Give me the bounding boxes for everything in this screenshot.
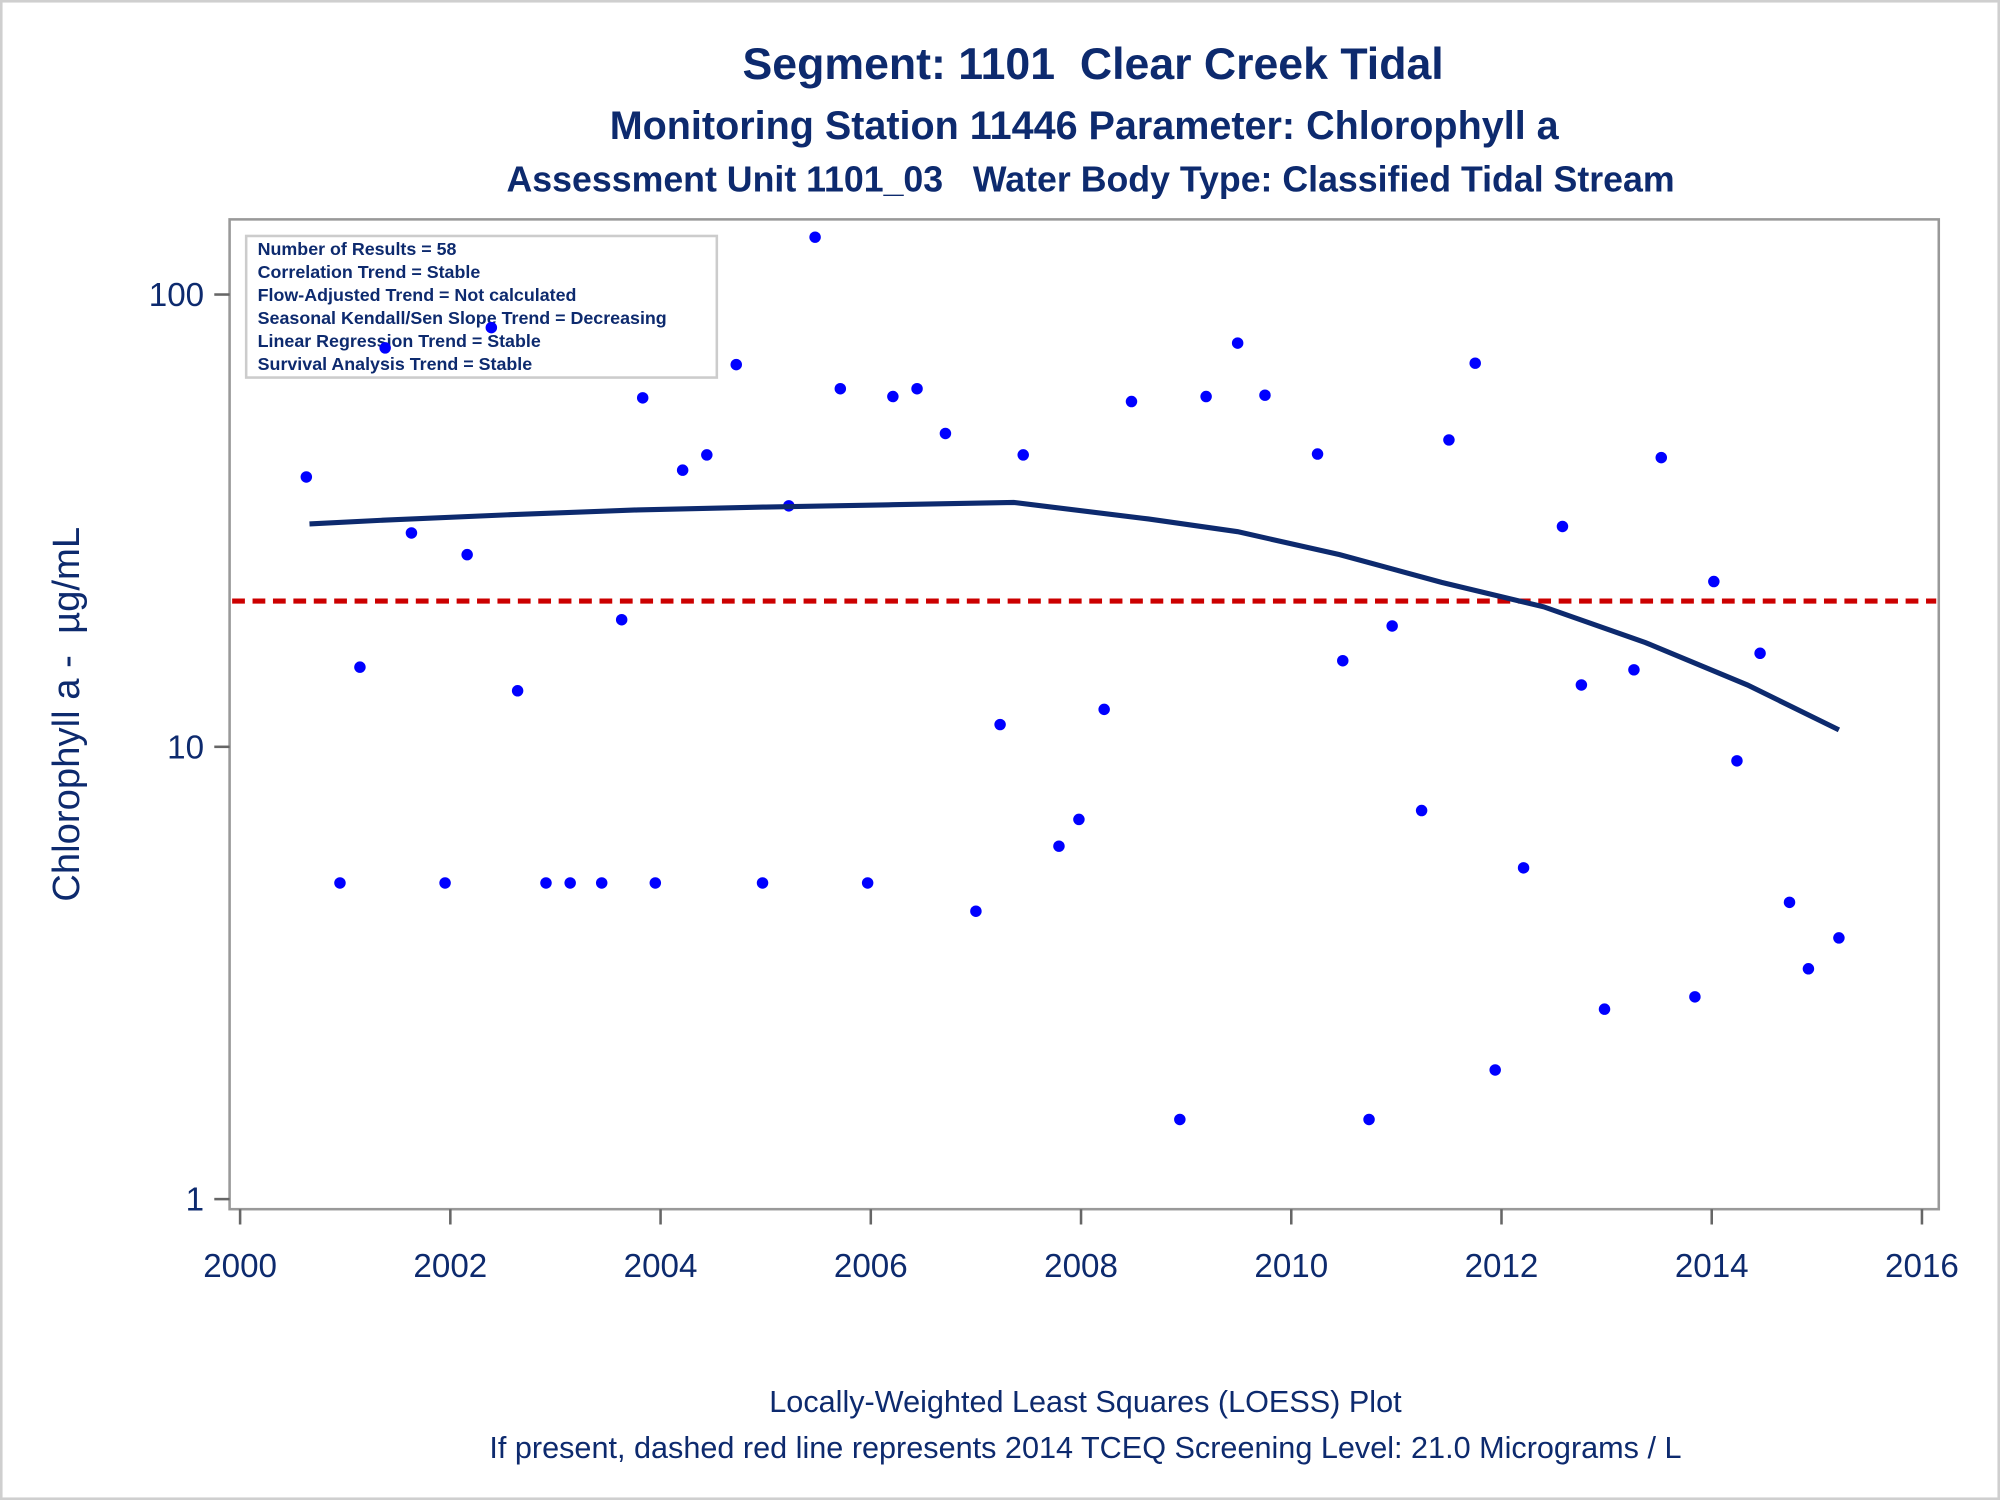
data-point (1655, 451, 1668, 464)
data-point (354, 661, 366, 673)
data-point (1231, 337, 1244, 349)
data-point (564, 877, 576, 889)
stats-line: Number of Results = 58 (258, 239, 457, 259)
y-tick-label: 1 (186, 1182, 204, 1219)
data-point (485, 321, 498, 334)
data-point (1489, 1064, 1501, 1076)
x-tick-label: 2012 (1465, 1248, 1539, 1285)
data-point (649, 877, 662, 889)
x-tick-label: 2014 (1675, 1248, 1749, 1285)
data-point (1125, 395, 1138, 408)
data-point (615, 613, 628, 626)
data-point (1469, 357, 1481, 369)
data-point (1556, 520, 1569, 533)
data-point (861, 877, 874, 889)
data-point (994, 718, 1006, 731)
data-point (1598, 1003, 1611, 1015)
data-point (334, 877, 346, 889)
footnote: Locally-Weighted Least Squares (LOESS) P… (769, 1385, 1402, 1419)
data-point (1783, 896, 1796, 909)
data-point (1259, 389, 1271, 401)
data-point (1098, 703, 1110, 716)
stats-box (244, 234, 719, 379)
data-point (1311, 448, 1324, 460)
chart-subtitle: Monitoring Station 11446 Parameter: Chlo… (610, 104, 1560, 148)
data-point (636, 392, 649, 404)
data-point (1415, 804, 1428, 817)
data-point (809, 231, 821, 243)
stats-line: Seasonal Kendall/Sen Slope Trend = Decre… (258, 308, 667, 328)
x-tick-label: 2010 (1254, 1248, 1328, 1285)
x-tick-label: 2002 (413, 1248, 487, 1285)
data-point (1174, 1113, 1186, 1126)
data-point (1575, 679, 1588, 691)
y-tick-label: 100 (149, 277, 204, 314)
data-point (379, 342, 391, 354)
data-point (1386, 620, 1398, 632)
data-point (461, 548, 473, 561)
data-point (730, 358, 742, 371)
data-point (1200, 390, 1212, 403)
data-point (676, 464, 689, 476)
data-point (1017, 449, 1029, 461)
x-tick-label: 2000 (203, 1248, 277, 1285)
footnote: If present, dashed red line represents 2… (489, 1431, 1681, 1465)
x-tick-label: 2016 (1885, 1248, 1959, 1285)
data-point (595, 877, 608, 889)
data-point (405, 527, 418, 539)
data-point (1628, 664, 1640, 676)
data-point (939, 427, 952, 440)
stats-line: Survival Analysis Trend = Stable (258, 354, 533, 374)
x-tick-label: 2004 (624, 1248, 698, 1285)
data-point (300, 471, 313, 483)
data-point (1443, 434, 1455, 446)
data-point (1073, 813, 1085, 826)
stats-line: Correlation Trend = Stable (258, 262, 481, 282)
stats-line: Flow-Adjusted Trend = Not calculated (258, 285, 577, 305)
data-point (1731, 755, 1743, 767)
data-point (1337, 654, 1349, 667)
y-tick-label: 10 (167, 729, 204, 766)
chart-title: Segment: 1101 Clear Creek Tidal (743, 40, 1444, 89)
plot-frame (228, 218, 1941, 1211)
data-point (540, 877, 552, 889)
data-point (834, 383, 847, 395)
data-point (701, 449, 713, 461)
loess-line (309, 499, 1841, 733)
stats-line: Linear Regression Trend = Stable (258, 331, 541, 351)
data-point (756, 877, 769, 889)
data-point (1363, 1113, 1375, 1126)
y-axis-label: Chlorophyll a - µg/mL (45, 527, 88, 902)
data-point (1833, 932, 1845, 944)
data-point (1689, 991, 1701, 1003)
data-point (911, 383, 923, 395)
x-tick-label: 2006 (834, 1248, 908, 1285)
data-point (439, 877, 451, 889)
data-point (1708, 575, 1720, 588)
data-point (1053, 840, 1065, 852)
data-point (1517, 862, 1530, 874)
data-point (887, 390, 899, 403)
chart-subtitle: Assessment Unit 1101_03 Water Body Type:… (507, 159, 1675, 199)
x-tick-label: 2008 (1044, 1248, 1118, 1285)
data-point (1802, 963, 1815, 975)
data-point (511, 685, 524, 697)
data-point (970, 905, 982, 917)
data-point (1754, 647, 1766, 660)
